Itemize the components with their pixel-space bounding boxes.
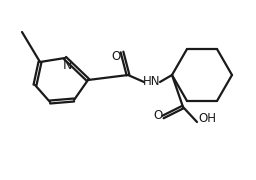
Text: O: O (111, 50, 121, 62)
Text: HN: HN (143, 75, 161, 87)
Text: OH: OH (198, 112, 216, 125)
Text: N: N (62, 58, 72, 71)
Text: O: O (153, 109, 163, 122)
